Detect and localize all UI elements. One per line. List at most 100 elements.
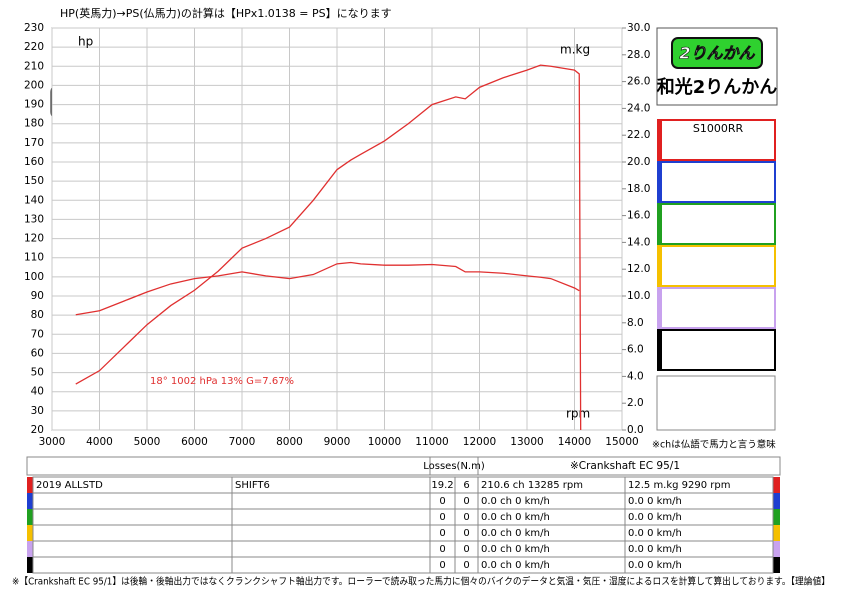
- y2-tick-label: 26.0: [627, 76, 650, 88]
- cell-text: 0.0 0 km/h: [628, 560, 682, 571]
- y-tick-label: 180: [24, 118, 44, 130]
- x-tick-label: 8000: [276, 436, 303, 448]
- y-tick-label: 170: [24, 137, 44, 149]
- model-box-edge: [657, 288, 662, 328]
- cell: [32, 556, 233, 574]
- x-tick-label: 4000: [86, 436, 113, 448]
- table-header: [26, 456, 781, 476]
- y-tick-label: 220: [24, 41, 44, 53]
- y-tick-label: 160: [24, 156, 44, 168]
- cell-text: 0.0 0 km/h: [628, 496, 682, 507]
- y2-tick-label: 30.0: [627, 22, 650, 34]
- model-box: [657, 329, 776, 371]
- cell: [231, 540, 431, 558]
- cell-text: 0: [439, 512, 445, 523]
- cell-text: 0: [463, 544, 469, 555]
- header-losses: Losses(N.m): [423, 461, 485, 472]
- y2-tick-label: 18.0: [627, 183, 650, 195]
- y-tick-label: 140: [24, 194, 44, 206]
- cell: [231, 556, 431, 574]
- y-tick-label: 50: [31, 367, 44, 379]
- x-tick-label: 10000: [368, 436, 401, 448]
- cell-text: 2019 ALLSTD: [36, 480, 103, 491]
- y-tick-label: 150: [24, 175, 44, 187]
- y-tick-label: 40: [31, 386, 44, 398]
- row-color-left: [27, 509, 34, 525]
- store-name: 和光2りんかん: [657, 76, 778, 98]
- y-tick-label: 100: [24, 271, 44, 283]
- y-tick-label: 20: [31, 424, 44, 436]
- cell: [429, 456, 479, 476]
- model-box-edge: [657, 120, 662, 160]
- cell-text: 0.0 0 km/h: [628, 544, 682, 555]
- cell-text: 12.5 m.kg 9290 rpm: [628, 480, 731, 491]
- model-box: [657, 161, 776, 203]
- header-crank: ※Crankshaft EC 95/1: [570, 460, 680, 472]
- model-box: [657, 245, 776, 287]
- cell: [32, 492, 233, 510]
- x-tick-label: 12000: [463, 436, 496, 448]
- y-tick-label: 200: [24, 79, 44, 91]
- cell: [624, 556, 774, 574]
- annotation: hp: [78, 35, 93, 49]
- model-box-edge: [657, 330, 662, 370]
- cell-text: 0.0 ch 0 km/h: [481, 560, 550, 571]
- cell-text: 0.0 0 km/h: [628, 528, 682, 539]
- cell-text: 0.0 ch 0 km/h: [481, 512, 550, 523]
- cell-text: SHIFT6: [235, 480, 270, 491]
- row-color-left: [27, 477, 34, 493]
- y2-tick-label: 14.0: [627, 236, 650, 248]
- y-tick-label: 130: [24, 213, 44, 225]
- x-tick-label: 11000: [415, 436, 448, 448]
- x-tick-label: 14000: [558, 436, 591, 448]
- y2-tick-label: 0.0: [627, 424, 644, 436]
- y-tick-label: 110: [24, 252, 44, 264]
- cell-text: 210.6 ch 13285 rpm: [481, 480, 583, 491]
- row-color-right: [773, 493, 780, 509]
- cell: [32, 524, 233, 542]
- y-tick-label: 80: [31, 309, 44, 321]
- y-tick-label: 190: [24, 99, 44, 111]
- model-name: S1000RR: [693, 122, 744, 135]
- y-tick-label: 90: [31, 290, 44, 302]
- y2-tick-label: 4.0: [627, 370, 644, 382]
- y2-tick-label: 8.0: [627, 317, 644, 329]
- y-tick-label: 210: [24, 60, 44, 72]
- x-tick-label: 9000: [324, 436, 351, 448]
- y-tick-label: 60: [31, 347, 44, 359]
- x-tick-label: 7000: [229, 436, 256, 448]
- x-tick-label: 5000: [134, 436, 161, 448]
- x-tick-label: 15000: [605, 436, 638, 448]
- cell-text: 0: [463, 528, 469, 539]
- cell: [32, 508, 233, 526]
- x-tick-label: 6000: [181, 436, 208, 448]
- row-color-right: [773, 509, 780, 525]
- cell-text: 0: [463, 512, 469, 523]
- chart-title: HP(英馬力)→PS(仏馬力)の計算は【HPx1.0138 = PS】になります: [60, 6, 392, 20]
- y2-tick-label: 2.0: [627, 397, 644, 409]
- cell: [231, 524, 431, 542]
- y2-tick-label: 10.0: [627, 290, 650, 302]
- row-color-left: [27, 493, 34, 509]
- y-tick-label: 30: [31, 405, 44, 417]
- row-color-right: [773, 541, 780, 557]
- cell-text: 0: [463, 496, 469, 507]
- cell-text: 0: [463, 560, 469, 571]
- annotation: 18° 1002 hPa 13% G=7.67%: [150, 376, 294, 387]
- footer-note: ※【Crankshaft EC 95/1】は後輪・後軸出力ではなくクランクシャフ…: [12, 576, 830, 588]
- model-box: [657, 287, 776, 329]
- cell-text: 0.0 ch 0 km/h: [481, 528, 550, 539]
- annotation: rpm: [566, 407, 590, 421]
- cell-text: 0.0 0 km/h: [628, 512, 682, 523]
- model-box-edge: [657, 162, 662, 202]
- annotation: m.kg: [560, 43, 590, 57]
- cell-text: 0: [439, 544, 445, 555]
- y2-tick-label: 28.0: [627, 49, 650, 61]
- cell-text: 0: [439, 560, 445, 571]
- y-tick-label: 230: [24, 22, 44, 34]
- cell-text: 6: [463, 480, 469, 491]
- curve: [75, 64, 582, 431]
- x-tick-label: 3000: [39, 436, 66, 448]
- y-tick-label: 120: [24, 233, 44, 245]
- cell-text: 19.2: [431, 480, 453, 491]
